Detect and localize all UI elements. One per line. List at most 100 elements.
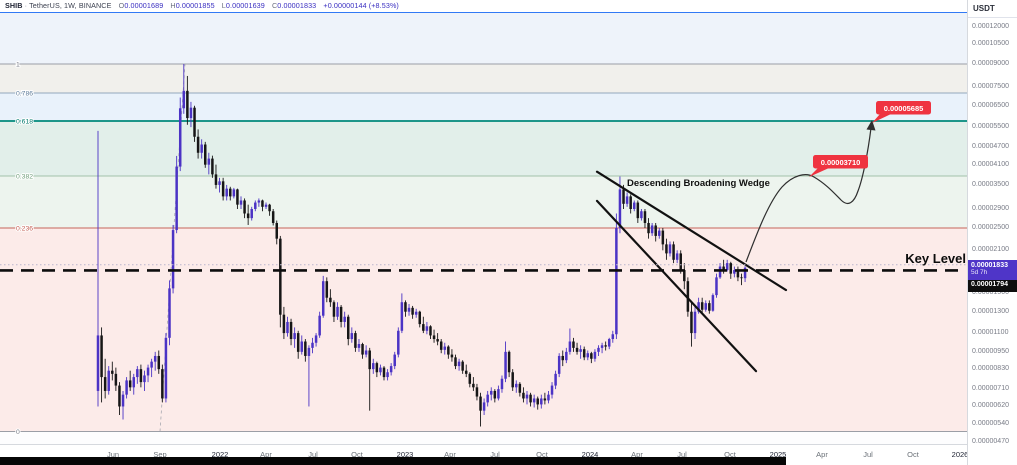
- candle-body: [300, 341, 304, 352]
- candle-body: [296, 333, 300, 352]
- candle-body: [125, 380, 128, 395]
- symbol-header: SHIB · TetherUS, 1W, BINANCE O0.00001689 H…: [5, 1, 399, 12]
- candle-body: [472, 383, 475, 388]
- time-tick-year: 2024: [581, 450, 599, 459]
- wedge-upper-trendline[interactable]: [595, 170, 788, 292]
- candle-body: [189, 107, 193, 119]
- time-tick-month: Jun: [106, 450, 120, 459]
- symbol-details[interactable]: TetherUS, 1W, BINANCE: [29, 1, 112, 10]
- price-axis[interactable]: USDT 0.00012000 0.00010500 0.00009000 0.000…: [967, 0, 1017, 465]
- projection-arrowhead: [866, 120, 876, 131]
- candle-body: [618, 189, 622, 228]
- candle-body: [550, 385, 554, 395]
- candle-body: [264, 204, 268, 207]
- candle-body: [475, 387, 479, 397]
- candle-body: [239, 200, 243, 205]
- target-price-label[interactable]: [813, 155, 868, 169]
- time-tick-year: 2022: [211, 450, 229, 459]
- candle-body: [393, 354, 396, 367]
- candle-body: [182, 90, 186, 109]
- candle-body: [693, 311, 697, 334]
- wedge-lower-trendline[interactable]: [595, 199, 758, 373]
- wedge-annotation-label[interactable]: Descending Broadening Wedge: [627, 178, 770, 189]
- candle-body: [690, 311, 693, 334]
- candle-body: [200, 144, 203, 153]
- candle-body: [139, 369, 143, 383]
- time-tick-month: Oct: [907, 450, 919, 459]
- candle-body: [482, 402, 486, 411]
- candle-body: [418, 311, 421, 325]
- price-tick: 0.00004700: [972, 143, 1009, 151]
- candle-body: [443, 346, 447, 350]
- time-tick-month: Jul: [677, 450, 687, 459]
- candle-body: [286, 321, 289, 334]
- candle-body: [432, 335, 436, 340]
- target-price-label[interactable]: [876, 101, 931, 115]
- candle-body: [186, 90, 189, 119]
- candle-body: [236, 189, 239, 205]
- symbol-name[interactable]: SHIB: [5, 1, 23, 10]
- fib-label-0.618: 0.618: [16, 118, 33, 125]
- time-tick-year: 2023: [396, 450, 414, 459]
- candle-body: [743, 267, 747, 279]
- price-tick: 0.00002500: [972, 224, 1009, 231]
- target-label-tail: [872, 114, 891, 123]
- candle-body: [633, 202, 636, 210]
- candle-body: [232, 189, 236, 197]
- fib-band-below: [0, 431, 967, 444]
- bar-countdown: 5d 7h: [971, 269, 988, 277]
- candle-body: [132, 377, 135, 388]
- time-tick-year: 2025: [769, 450, 787, 459]
- candle-body: [404, 302, 407, 312]
- candle-body: [661, 230, 665, 245]
- time-tick-month: Jul: [308, 450, 318, 459]
- target-label-tail: [809, 168, 829, 177]
- candle-body: [400, 302, 404, 331]
- candle-body: [450, 354, 454, 358]
- candle-body: [96, 335, 100, 391]
- price-axis-currency[interactable]: USDT: [968, 0, 1017, 18]
- price-tick: 0.00001100: [972, 329, 1009, 337]
- candle-body: [196, 136, 200, 153]
- candle-body: [243, 200, 246, 214]
- time-tick-month: Jul: [490, 450, 500, 459]
- close-value: 0.00001833: [277, 1, 317, 10]
- projection-curve[interactable]: [745, 127, 872, 263]
- candle-body: [740, 277, 743, 279]
- candle-body: [572, 341, 575, 348]
- candle-body: [697, 302, 700, 312]
- candle-body: [254, 202, 257, 210]
- candle-body: [486, 394, 489, 403]
- candle-body: [607, 339, 611, 347]
- candle-body: [146, 367, 150, 376]
- candle-body: [658, 230, 661, 236]
- fib-band: [0, 92, 967, 121]
- candle-body: [372, 363, 375, 370]
- candle-body: [397, 330, 400, 355]
- candle-body: [221, 181, 225, 197]
- candle-body: [454, 357, 457, 367]
- fib-label-0.382: 0.382: [16, 173, 33, 180]
- candle-body: [665, 244, 668, 254]
- candle-body: [161, 369, 164, 399]
- candle-body: [629, 196, 632, 210]
- candle-body: [522, 392, 525, 399]
- candle-body: [289, 321, 293, 340]
- candle-body: [436, 339, 439, 342]
- change-value: +0.00000144 (+8.53%): [323, 1, 399, 10]
- key-level-annotation-label[interactable]: Key Level: [905, 251, 966, 266]
- price-tick: 0.00007500: [972, 83, 1009, 91]
- candle-body: [511, 372, 514, 388]
- high-value: 0.00001855: [175, 1, 215, 10]
- candle-body: [515, 383, 518, 388]
- candle-body: [604, 345, 607, 347]
- candle-body: [615, 228, 618, 335]
- candle-body: [622, 189, 625, 204]
- candle-body: [654, 225, 657, 236]
- candle-body: [150, 361, 153, 368]
- time-tick-month: Apr: [444, 450, 456, 459]
- candle-body: [672, 244, 675, 260]
- candle-body: [175, 166, 178, 231]
- candle-body: [332, 302, 336, 317]
